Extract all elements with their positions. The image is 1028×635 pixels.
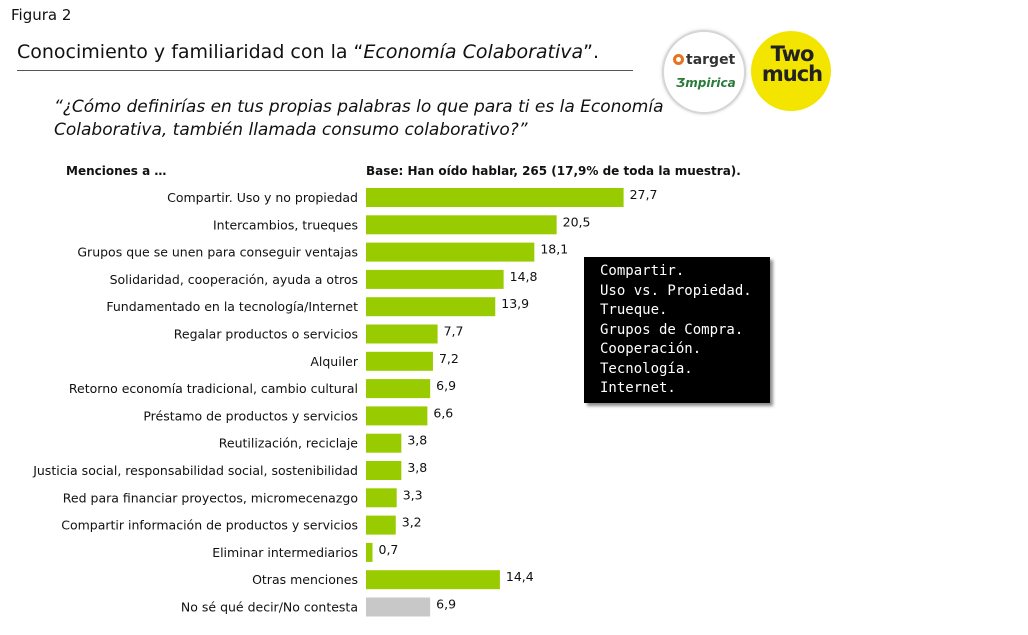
callout-line: Grupos de Compra. (600, 321, 744, 338)
title-emphasis: Economía Colaborativa (363, 41, 584, 63)
category-label: Alquiler (310, 354, 359, 369)
value-label: 6,9 (436, 597, 456, 612)
logo-twomuch-text: Two much (761, 42, 823, 86)
category-label: Justicia social, responsabilidad social,… (32, 463, 358, 478)
bar (366, 406, 428, 426)
base-note: Base: Han oído hablar, 265 (17,9% de tod… (366, 164, 741, 178)
callout-line: Trueque. (600, 302, 668, 318)
category-label: Reutilización, reciclaje (219, 436, 359, 451)
category-label: No sé qué decir/No contesta (181, 600, 358, 615)
value-label: 3,3 (403, 487, 423, 502)
bar (366, 297, 496, 317)
bar (366, 570, 500, 590)
value-label: 20,5 (563, 214, 591, 229)
bar (366, 433, 402, 453)
value-label: 3,8 (407, 433, 427, 448)
bar (366, 324, 438, 344)
value-label: 7,7 (444, 324, 464, 339)
bar (366, 461, 402, 480)
value-label: 14,4 (506, 569, 534, 584)
category-label: Grupos que se unen para conseguir ventaj… (77, 245, 358, 260)
value-label: 0,7 (379, 542, 399, 557)
value-label: 27,7 (630, 187, 658, 202)
value-label: 18,1 (540, 242, 568, 257)
survey-question: “¿Cómo definirías en tus propias palabra… (54, 97, 664, 140)
bar (366, 515, 396, 535)
bar (366, 597, 431, 617)
title-suffix: ”. (583, 41, 600, 63)
category-label: Eliminar intermediarios (212, 545, 358, 560)
value-label: 14,8 (510, 269, 538, 284)
bar (366, 269, 504, 289)
value-label: 3,2 (402, 515, 422, 530)
bar (366, 351, 433, 371)
summary-callout: Compartir. Uso vs. Propiedad. Trueque. Grup… (584, 257, 770, 403)
category-label: Intercambios, trueques (213, 217, 358, 232)
category-label: Solidaridad, cooperación, ayuda a otros (110, 272, 358, 287)
category-label: Fundamentado en la tecnología/Internet (106, 299, 358, 314)
target-dot-icon (673, 54, 684, 65)
category-label: Compartir información de productos y ser… (61, 518, 358, 533)
callout-line: Tecnología. (600, 360, 693, 377)
category-label: Otras menciones (252, 572, 358, 587)
value-label: 13,9 (501, 296, 529, 311)
bar (366, 215, 557, 235)
category-label: Préstamo de productos y servicios (143, 408, 358, 423)
twomuch-logo: Two much (751, 31, 831, 111)
callout-line: Uso vs. Propiedad. (600, 282, 752, 299)
value-label: 6,6 (433, 405, 453, 420)
bar (366, 488, 397, 508)
category-label: Regalar productos o servicios (174, 327, 358, 342)
bar (366, 242, 535, 262)
callout-line: Cooperación. (600, 341, 702, 357)
bar (366, 542, 373, 562)
value-label: 7,2 (439, 351, 459, 366)
bar (366, 379, 431, 399)
value-label: 3,8 (407, 460, 427, 475)
category-label: Compartir. Uso y no propiedad (167, 190, 358, 205)
value-label: 6,9 (436, 378, 456, 393)
mentions-header: Menciones a … (66, 164, 167, 178)
title-divider (17, 70, 633, 71)
callout-line: Internet. (600, 380, 676, 396)
callout-line: Compartir. (600, 263, 685, 279)
logo-empirica-text: Ʒmpirica (676, 76, 736, 90)
category-label: Red para financiar proyectos, micromecen… (63, 490, 358, 505)
category-label: Retorno economía tradicional, cambio cul… (69, 381, 358, 396)
target-empirica-logo: target Ʒmpirica (662, 30, 746, 114)
page-title: Conocimiento y familiaridad con la “Econ… (17, 41, 599, 63)
logo-target-text: target (686, 52, 736, 68)
figure-label: Figura 2 (11, 6, 72, 24)
bar (366, 188, 624, 207)
callout-lines: Compartir. Uso vs. Propiedad. Trueque. Grup… (592, 257, 770, 399)
title-prefix: Conocimiento y familiaridad con la “ (17, 41, 364, 63)
